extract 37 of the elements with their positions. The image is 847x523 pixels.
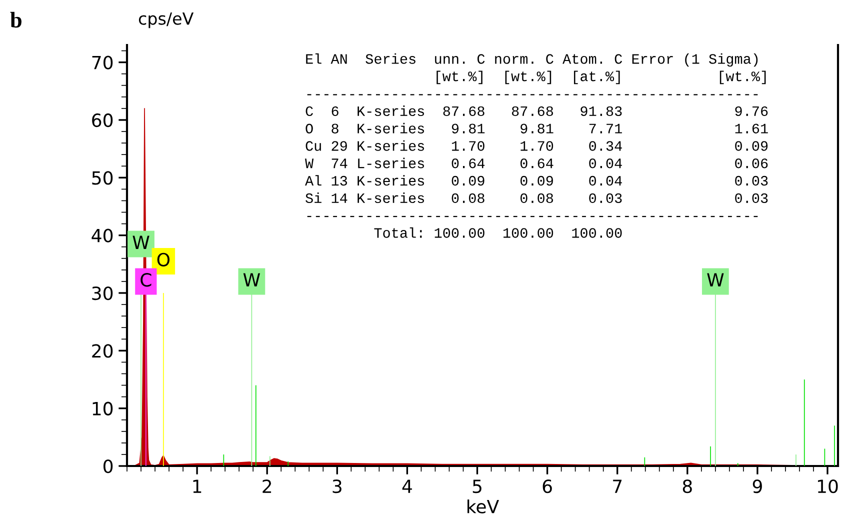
- annotation: W: [132, 236, 150, 249]
- y-tick-label: 70: [92, 56, 113, 70]
- x-tick-label: 4: [402, 480, 412, 493]
- x-tick-label: 6: [542, 480, 552, 494]
- annotation: -----------------------------------------------------: [307, 94, 758, 96]
- annotation: -----------------------------------------------------: [307, 216, 758, 218]
- annotation: O: [157, 252, 170, 267]
- y-tick-label: 30: [92, 286, 113, 300]
- y-tick-label: 0: [104, 459, 113, 474]
- y-axis-title: cps/eV: [138, 12, 194, 28]
- y-tick-label: 50: [92, 171, 113, 185]
- annotation: O 8 K-series 9.81 9.81 7.71 1.61: [306, 122, 768, 134]
- y-tick-label: 60: [92, 113, 113, 128]
- x-tick-label: 2: [262, 480, 272, 493]
- annotation: C: [140, 273, 152, 287]
- text: b: [10, 12, 22, 28]
- y-tick-label: 20: [92, 344, 113, 358]
- x-axis-title: keV: [468, 499, 499, 514]
- annotation: W: [243, 273, 260, 286]
- annotation: El AN Series unn. C norm. C Atom. C Error (1 Sigma): [306, 53, 758, 67]
- annotation: [wt.%] [wt.%] [at.%] [wt.%]: [436, 70, 766, 84]
- x-tick-label: 1: [193, 480, 202, 493]
- y-tick-label: 10: [92, 402, 113, 416]
- x-tick-label: 8: [682, 480, 692, 494]
- annotation: Si 14 K-series 0.08 0.08 0.03 0.03: [306, 192, 768, 204]
- annotation: C 6 K-series 87.68 87.68 91.83 9.76: [306, 106, 768, 116]
- x-tick-label: 5: [472, 480, 482, 494]
- annotation: Total: 100.00 100.00 100.00: [374, 227, 622, 238]
- x-tick-label: 10: [818, 480, 838, 494]
- x-tick-label: 7: [613, 480, 622, 493]
- x-tick-label: 9: [752, 480, 762, 494]
- annotation: W: [707, 273, 724, 286]
- x-tick-label: 3: [332, 480, 342, 494]
- annotation: Cu 29 K-series 1.70 1.70 0.34 0.09: [306, 140, 768, 151]
- y-tick-label: 40: [92, 228, 113, 242]
- annotation: W 74 L-series 0.64 0.64 0.04 0.06: [305, 158, 768, 168]
- annotation: Al 13 K-series 0.09 0.09 0.04 0.03: [305, 175, 768, 186]
